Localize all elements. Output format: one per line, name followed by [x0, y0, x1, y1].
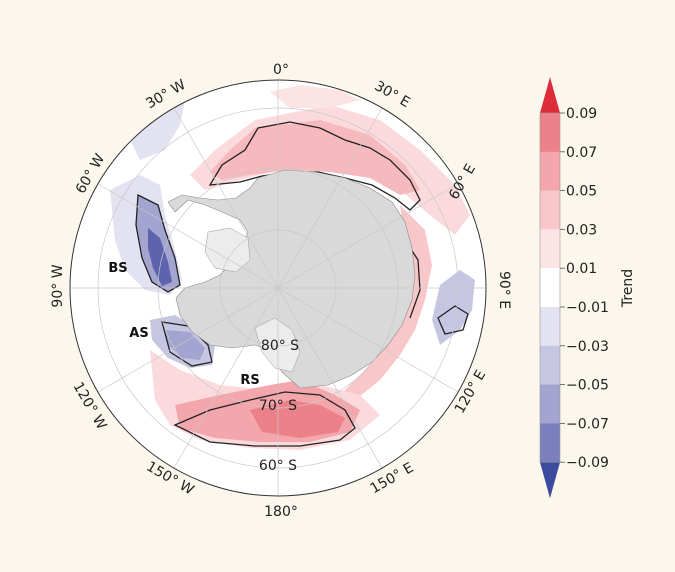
lon-label-180: 180°	[264, 504, 298, 520]
lat-label-60s: 60° S	[259, 458, 297, 474]
trend-negative-weddell-north	[130, 100, 185, 160]
region-label-rs: RS	[240, 373, 259, 388]
colorbar-cell	[540, 423, 560, 463]
colorbar-tick-label: −0.03	[566, 339, 609, 355]
colorbar-tick-label: 0.01	[566, 261, 597, 277]
colorbar-cell	[540, 113, 560, 153]
antarctica-landmass	[167, 169, 416, 389]
trend-positive-ross-strong	[250, 400, 345, 438]
colorbar-tick-label: −0.09	[566, 455, 609, 471]
ronne-ice-shelf	[204, 227, 251, 273]
colorbar-tick-label: −0.01	[566, 300, 609, 316]
colorbar-tick-label: −0.05	[566, 378, 609, 394]
lat-label-70s: 70° S	[259, 398, 297, 414]
colorbar-title: Trend	[620, 269, 636, 308]
colorbar-cell	[540, 151, 560, 192]
lon-label-90w: 90° W	[50, 264, 66, 307]
trend-positive-north	[270, 85, 360, 108]
graticule	[70, 80, 486, 496]
region-label-as: AS	[129, 326, 148, 341]
colorbar-cell	[540, 345, 560, 386]
colorbar-min-arrow	[540, 462, 560, 499]
lon-label-0: 0°	[273, 62, 289, 78]
region-label-bs: BS	[108, 261, 127, 276]
trend-positive-weddell-strong	[210, 120, 420, 195]
contour-east-indian	[437, 305, 469, 335]
trend-negative-bellingshausen-strong	[148, 228, 172, 286]
colorbar-cell	[540, 229, 560, 269]
map-boundary	[69, 79, 487, 497]
colorbar-cell	[540, 384, 560, 424]
contour-ross	[173, 391, 356, 447]
lon-label-90e: 90° E	[496, 271, 512, 309]
colorbar-cell	[540, 190, 560, 230]
colorbar-tick-label: 0.05	[566, 184, 597, 200]
colorbar-tick-label: −0.07	[566, 416, 609, 432]
colorbar-tick-label: 0.07	[566, 145, 597, 161]
colorbar: 0.09 0.07 0.05 0.03 0.01 −0.01 −0.03 −0.05 −0.07…	[539, 77, 636, 499]
colorbar-tick-label: 0.09	[566, 106, 597, 122]
colorbar-max-arrow	[540, 77, 560, 113]
trend-negative-amundsen-strong	[165, 330, 205, 360]
lat-label-80s: 80° S	[261, 338, 299, 354]
colorbar-outline	[539, 112, 561, 463]
colorbar-cell	[540, 307, 560, 347]
contour-bellingshausen	[135, 193, 181, 293]
colorbar-cell	[540, 268, 560, 308]
colorbar-tick-label: 0.03	[566, 222, 597, 238]
